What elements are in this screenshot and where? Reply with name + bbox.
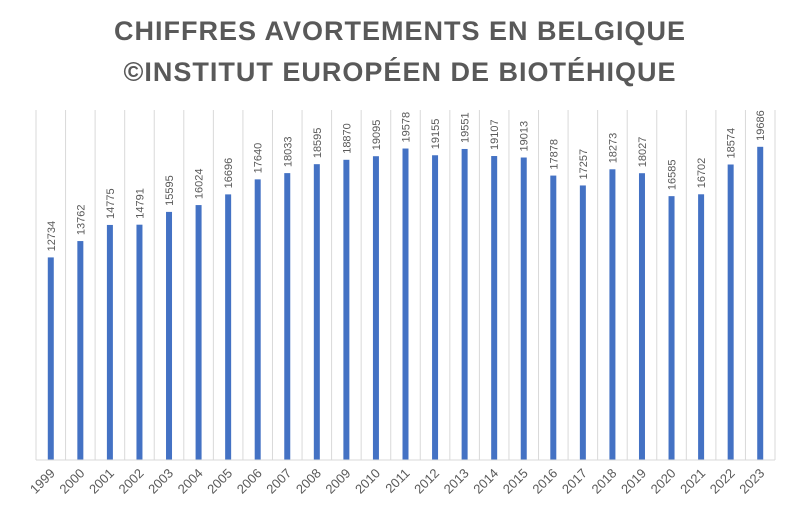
x-tick-label-2012: 2012 [411,466,442,497]
x-tick-label-1999: 1999 [27,466,58,497]
data-label-2000: 13762 [75,204,87,235]
x-tick-label-2005: 2005 [204,466,235,497]
data-label-2006: 17640 [253,143,265,174]
bar-2004 [195,205,202,460]
bar-2022 [727,164,734,460]
data-label-2020: 16585 [667,160,679,191]
data-label-2008: 18595 [312,128,324,159]
bar-2012 [432,155,439,461]
data-label-2005: 16696 [223,158,235,189]
data-label-2018: 18273 [607,133,619,164]
bar-2011 [402,148,409,461]
x-tick-label-2020: 2020 [648,466,679,497]
bar-2007 [284,173,291,460]
bar-2013 [461,148,468,460]
chart-title-line-2: ©INSTITUT EUROPÉEN DE BIOTÉHIQUE [123,57,677,87]
data-label-2001: 14775 [105,188,117,219]
bar-2009 [343,159,350,460]
data-label-2009: 18870 [341,123,353,154]
data-label-2002: 14791 [134,188,146,219]
bar-2018 [609,169,616,460]
bar-2010 [372,156,379,460]
data-label-2022: 18574 [726,128,738,159]
x-tick-label-2011: 2011 [382,466,412,496]
bar-2008 [313,164,320,460]
x-tick-label-2016: 2016 [529,466,560,497]
bar-2003 [166,211,173,460]
bar-2021 [698,194,705,460]
bar-2017 [579,185,586,460]
x-tick-label-2006: 2006 [234,466,265,497]
x-tick-label-2004: 2004 [175,466,206,497]
x-tick-label-2010: 2010 [352,466,383,497]
chart-title-line-1: CHIFFRES AVORTEMENTS EN BELGIQUE [113,16,687,46]
data-label-2004: 16024 [194,168,206,199]
bar-1999 [47,257,54,460]
data-label-2014: 19107 [489,119,501,150]
x-tick-label-2021: 2021 [677,466,708,497]
data-label-2016: 17878 [548,139,560,170]
bar-2023 [757,146,764,460]
x-tick-label-2003: 2003 [145,466,176,497]
x-tick-label-2001: 2001 [86,466,117,497]
data-label-1999: 12734 [46,221,58,252]
x-tick-label-2022: 2022 [707,466,738,497]
bar-2001 [106,224,113,460]
x-tick-label-2013: 2013 [441,466,472,497]
x-tick-label-2008: 2008 [293,466,324,497]
bar-2005 [225,194,232,460]
data-label-2007: 18033 [282,137,294,168]
bar-2006 [254,179,261,460]
bar-2002 [136,224,143,460]
x-tick-label-2023: 2023 [736,466,767,497]
data-label-2023: 19686 [755,110,767,141]
bar-2020 [668,196,675,461]
bar-2015 [520,157,527,461]
x-tick-label-2018: 2018 [588,466,619,497]
x-tick-label-2019: 2019 [618,466,649,497]
x-tick-label-2015: 2015 [500,466,531,497]
data-label-2015: 19013 [519,121,531,152]
x-tick-label-2009: 2009 [322,466,353,497]
x-tick-label-2017: 2017 [559,466,590,497]
x-tick-label-2000: 2000 [56,466,87,497]
bar-2019 [638,173,645,460]
data-label-2003: 15595 [164,175,176,206]
x-tick-label-2014: 2014 [470,466,501,497]
bar-2016 [550,175,557,460]
bar-2014 [491,156,498,460]
data-label-2013: 19551 [460,112,472,143]
data-label-2010: 19095 [371,120,383,151]
data-label-2017: 17257 [578,149,590,180]
data-label-2012: 19155 [430,119,442,150]
x-tick-label-2007: 2007 [263,466,294,497]
x-tick-label-2002: 2002 [116,466,147,497]
data-label-2019: 18027 [637,137,649,168]
data-label-2021: 16702 [696,158,708,189]
data-label-2011: 19578 [401,112,413,143]
bar-2000 [77,241,84,460]
